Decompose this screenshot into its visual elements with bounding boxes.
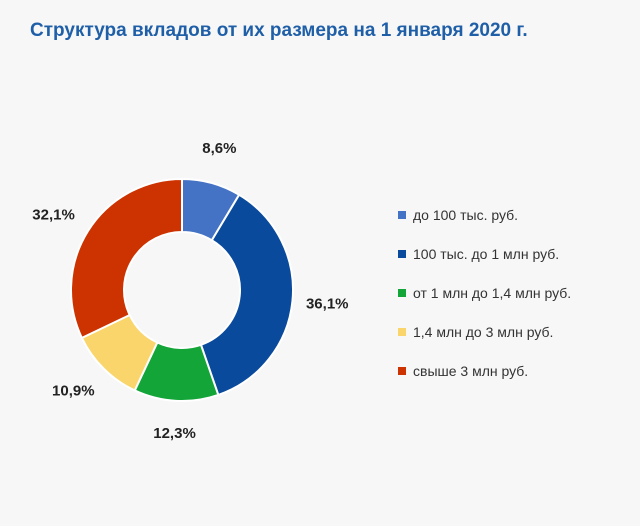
chart-legend: до 100 тыс. руб. 100 тыс. до 1 млн руб. от… (398, 195, 571, 390)
legend-label-3: от 1 млн до 1,4 млн руб. (413, 284, 572, 301)
legend-label-4: 1,4 млн до 3 млн руб. (413, 323, 554, 340)
donut-slice-5 (70, 177, 183, 340)
legend-swatch-3 (398, 288, 406, 297)
legend-swatch-4 (398, 327, 406, 336)
slice-label-1: 8,6% (202, 140, 236, 157)
legend-item-3: от 1 млн до 1,4 млн руб. (398, 273, 571, 312)
legend-swatch-2 (398, 249, 406, 258)
slice-label-4: 10,9% (52, 382, 95, 399)
slice-label-3: 12,3% (153, 425, 196, 442)
slice-label-2: 36,1% (306, 295, 349, 312)
legend-item-1: до 100 тыс. руб. (398, 195, 571, 234)
legend-label-1: до 100 тыс. руб. (413, 206, 519, 223)
legend-swatch-5 (398, 366, 406, 375)
legend-swatch-1 (398, 210, 406, 219)
legend-label-5: свыше 3 млн руб. (413, 362, 529, 379)
legend-item-4: 1,4 млн до 3 млн руб. (398, 312, 571, 351)
chart-title: Структура вкладов от их размера на 1 янв… (30, 20, 528, 41)
legend-item-2: 100 тыс. до 1 млн руб. (398, 234, 571, 273)
slice-label-5: 32,1% (32, 206, 75, 223)
legend-item-5: свыше 3 млн руб. (398, 351, 571, 390)
slice-labels: 8,6% 36,1% 12,3% 10,9% 32,1% (32, 140, 348, 442)
legend-label-2: 100 тыс. до 1 млн руб. (413, 245, 560, 262)
donut-slice-2 (199, 193, 294, 397)
donut-slices (70, 177, 294, 402)
